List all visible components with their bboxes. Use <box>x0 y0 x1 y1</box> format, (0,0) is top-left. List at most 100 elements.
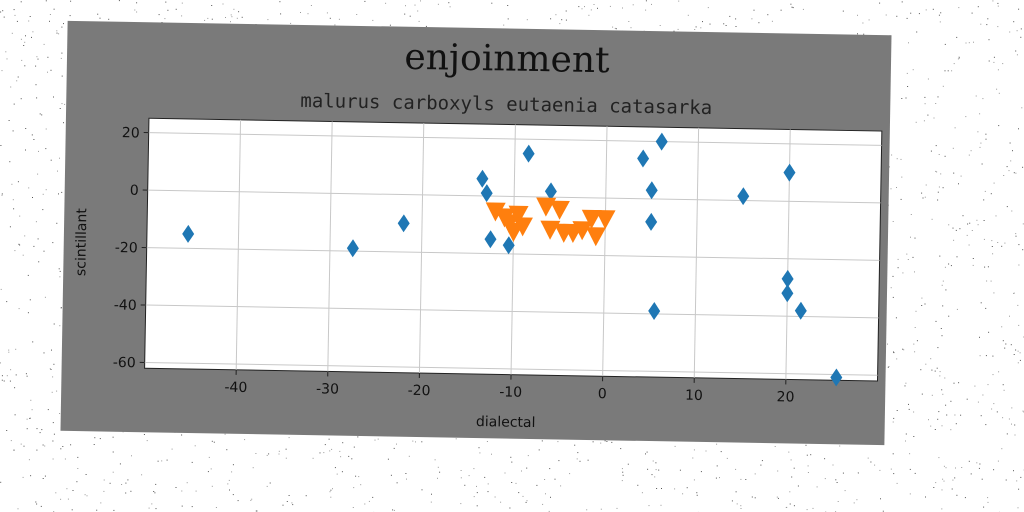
noise-dot <box>897 267 899 269</box>
noise-dot <box>527 455 529 457</box>
noise-dot <box>943 480 945 482</box>
data-point-triangle <box>581 209 602 229</box>
noise-dot <box>56 222 58 224</box>
noise-dot <box>776 496 778 498</box>
noise-dot <box>47 56 49 58</box>
noise-dot <box>977 6 979 8</box>
noise-dot <box>108 18 110 20</box>
noise-dot <box>930 358 932 360</box>
noise-dot <box>979 146 981 148</box>
data-point-diamond <box>637 149 650 168</box>
noise-dot <box>976 462 978 464</box>
noise-dot <box>51 391 53 393</box>
noise-dot <box>736 503 738 505</box>
noise-dot <box>329 17 331 19</box>
noise-dot <box>503 24 505 26</box>
noise-dot <box>360 484 362 486</box>
noise-dot <box>39 113 41 115</box>
noise-dot <box>57 170 58 172</box>
noise-dot <box>880 498 881 500</box>
noise-dot <box>890 287 892 289</box>
noise-dot <box>476 492 478 494</box>
noise-dot <box>910 236 911 238</box>
noise-dot <box>927 78 929 80</box>
noise-dot <box>969 222 971 224</box>
noise-dot <box>939 255 941 257</box>
noise-dot <box>396 443 397 445</box>
noise-dot <box>941 335 943 337</box>
noise-dot <box>889 166 890 168</box>
noise-dot <box>895 317 897 319</box>
noise-dot <box>938 186 940 188</box>
noise-dot <box>45 0 47 2</box>
noise-dot <box>268 453 270 455</box>
noise-dot <box>1 379 3 381</box>
noise-dot <box>597 7 598 9</box>
noise-dot <box>930 150 932 152</box>
noise-dot <box>939 371 941 373</box>
noise-dot <box>934 429 936 430</box>
noise-dot <box>15 374 17 376</box>
x-grid-line <box>327 121 333 372</box>
noise-dot <box>97 13 99 15</box>
noise-dot <box>682 493 684 495</box>
noise-dot <box>2 10 4 12</box>
noise-dot <box>807 472 809 473</box>
noise-dot <box>856 499 858 501</box>
noise-dot <box>213 441 215 443</box>
noise-dot <box>437 477 438 479</box>
noise-dot <box>904 385 906 387</box>
noise-dot <box>154 492 156 494</box>
noise-dot <box>985 355 987 357</box>
noise-dot <box>930 425 932 427</box>
noise-dot <box>964 497 966 499</box>
noise-dot <box>651 474 653 476</box>
noise-dot <box>9 161 11 163</box>
noise-dot <box>996 88 998 90</box>
noise-dot <box>1 70 3 72</box>
noise-dot <box>541 440 543 442</box>
noise-dot <box>50 69 52 71</box>
noise-dot <box>935 145 937 147</box>
noise-dot <box>155 508 157 510</box>
noise-dot <box>753 9 755 11</box>
noise-dot <box>954 477 956 479</box>
noise-dot <box>285 457 287 459</box>
noise-dot <box>942 187 944 189</box>
noise-dot <box>69 15 71 17</box>
noise-dot <box>364 0 366 2</box>
noise-dot <box>181 2 183 4</box>
noise-dot <box>942 305 944 307</box>
noise-dot <box>565 19 567 21</box>
noise-dot <box>674 488 676 490</box>
noise-dot <box>37 58 39 60</box>
noise-dot <box>978 467 980 469</box>
noise-dot <box>332 488 333 490</box>
noise-dot <box>26 375 28 377</box>
noise-dot <box>914 351 916 353</box>
noise-dot <box>882 510 884 512</box>
noise-dot <box>952 227 954 229</box>
noise-dot <box>973 41 974 43</box>
noise-dot <box>45 148 47 150</box>
noise-dot <box>740 508 742 509</box>
noise-dot <box>500 501 502 503</box>
noise-dot <box>64 103 66 105</box>
noise-dot <box>600 508 602 510</box>
noise-dot <box>11 32 13 34</box>
noise-dot <box>286 501 288 502</box>
noise-dot <box>890 468 892 470</box>
y-grid-line <box>144 361 878 376</box>
noise-dot <box>0 145 2 146</box>
noise-dot <box>251 498 253 500</box>
noise-dot <box>486 441 488 442</box>
noise-dot <box>622 7 623 9</box>
noise-dot <box>13 103 15 105</box>
noise-dot <box>86 495 88 497</box>
noise-dot <box>27 274 29 276</box>
x-grid-line <box>235 119 242 370</box>
noise-dot <box>17 508 19 510</box>
noise-dot <box>955 229 957 231</box>
noise-dot <box>648 505 650 507</box>
noise-dot <box>938 14 940 16</box>
